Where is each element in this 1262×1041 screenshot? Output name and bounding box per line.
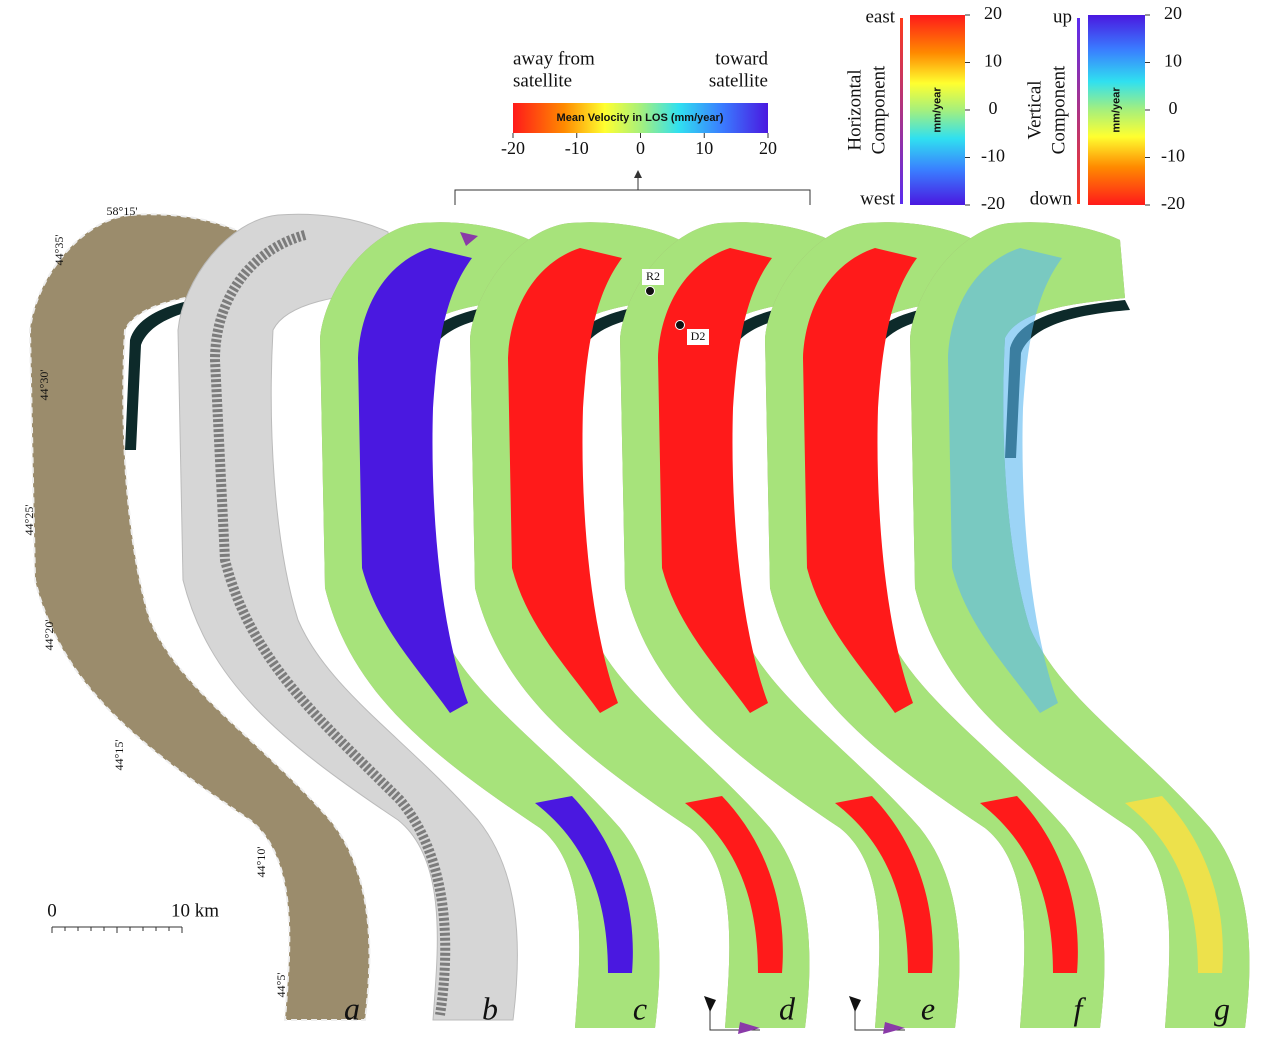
los-title: Mean Velocity in LOS (mm/year): [557, 112, 724, 124]
legend-unit: mm/year: [1110, 87, 1122, 133]
latitude-label: 44°15': [112, 740, 126, 771]
vertical-arrow: [1077, 18, 1080, 204]
latitude-label: 44°25': [22, 505, 36, 536]
los-left-text: away from: [513, 48, 595, 69]
point-marker: [676, 321, 685, 330]
scale-start: 0: [47, 900, 57, 921]
panel-label: g: [1214, 990, 1230, 1026]
horizontal-arrow: [900, 18, 903, 204]
tick-label: 0: [636, 138, 645, 158]
tick-label: -10: [981, 146, 1005, 166]
heading-arrow: [849, 996, 861, 1012]
latitude-label: 44°10': [254, 847, 268, 878]
los-bracket: [455, 172, 810, 205]
legend-title: Component: [1048, 65, 1069, 154]
legend-top: east: [865, 6, 895, 27]
panel-label: a: [344, 990, 360, 1026]
tick-label: 10: [695, 138, 713, 158]
los-left-text: satellite: [513, 70, 572, 91]
point-label: R2: [646, 269, 660, 283]
tick-label: 20: [1164, 3, 1182, 23]
panel-label: b: [482, 990, 498, 1026]
longitude-label: 58°15': [107, 204, 138, 218]
panel-label: e: [921, 990, 935, 1026]
latitude-label: 44°30': [37, 370, 51, 401]
tick-label: 10: [1164, 51, 1182, 71]
panel-label: d: [779, 990, 796, 1026]
legend-unit: mm/year: [931, 87, 943, 133]
los-right-text: toward: [715, 48, 768, 69]
legend-title: Component: [868, 65, 889, 154]
legend-title: Horizontal: [844, 69, 865, 150]
tick-label: -10: [1161, 146, 1185, 166]
point-label: D2: [691, 329, 706, 343]
tick-label: 20: [759, 138, 777, 158]
legend-bottom: west: [860, 188, 896, 209]
tick-label: 10: [984, 51, 1002, 71]
scale-bar: [52, 927, 182, 933]
los-right-text: satellite: [709, 70, 768, 91]
tick-label: -20: [1161, 193, 1185, 213]
scale-ticks: [52, 927, 182, 933]
legend-title: Vertical: [1024, 80, 1045, 139]
panel-label: c: [633, 990, 647, 1026]
tick-label: 20: [984, 3, 1002, 23]
point-marker: [646, 287, 655, 296]
tick-label: -20: [501, 138, 525, 158]
figure: 58°15' 44°35' 44°30' 44°25' 44°20' 44°15' 44°1…: [0, 0, 1262, 1041]
bracket: [455, 190, 810, 205]
latitude-label: 44°20': [42, 620, 56, 651]
scale-end: 10 km: [171, 900, 219, 921]
legend-bottom: down: [1030, 188, 1073, 209]
latitude-label: 44°5': [274, 973, 288, 998]
tick-label: 0: [989, 98, 998, 118]
legend-top: up: [1053, 6, 1072, 27]
tick-label: -10: [565, 138, 589, 158]
tick-label: -20: [981, 193, 1005, 213]
heading-arrow: [704, 996, 716, 1012]
tick-label: 0: [1169, 98, 1178, 118]
latitude-label: 44°35': [52, 235, 66, 266]
